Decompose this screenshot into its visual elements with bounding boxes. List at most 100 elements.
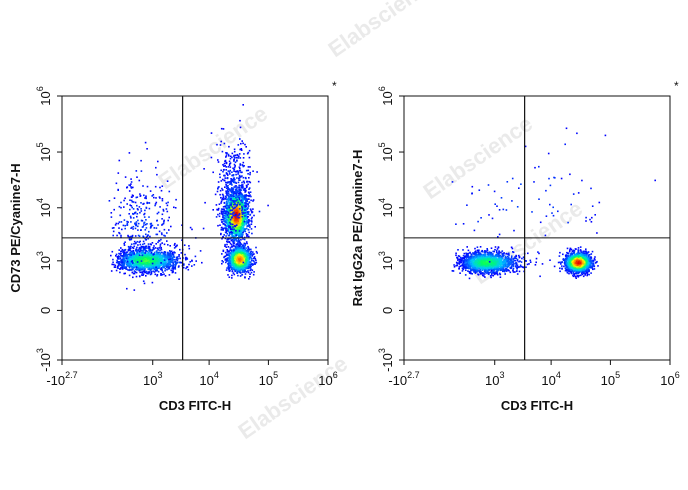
event-dot — [247, 205, 250, 207]
event-dot — [230, 258, 233, 261]
event-dot — [140, 251, 143, 254]
event-dot — [240, 229, 243, 231]
event-dot — [222, 170, 224, 173]
event-dot — [140, 261, 142, 263]
event-dot — [156, 233, 159, 236]
event-dot — [237, 250, 239, 253]
event-dot — [184, 257, 187, 260]
event-dot — [169, 257, 171, 260]
event-dot — [168, 261, 170, 264]
event-dot — [144, 259, 146, 261]
event-dot — [159, 249, 161, 252]
event-dot — [131, 269, 133, 271]
event-dot — [151, 266, 153, 269]
event-dot — [246, 203, 248, 206]
event-dot — [230, 244, 233, 246]
event-dot — [221, 221, 223, 223]
event-dot — [247, 245, 249, 248]
event-dot — [223, 218, 225, 220]
event-dot — [221, 150, 224, 153]
event-dot — [248, 264, 250, 266]
event-dot — [251, 253, 253, 255]
event-dot — [169, 251, 172, 253]
event-dot — [236, 216, 239, 218]
event-dot — [164, 258, 167, 260]
event-dot — [172, 264, 175, 267]
event-dot — [233, 203, 235, 206]
event-dot — [152, 265, 154, 268]
event-dot — [237, 181, 240, 184]
event-dot — [248, 177, 250, 179]
event-dot — [247, 260, 250, 263]
event-dot — [243, 249, 245, 252]
event-dot — [149, 254, 151, 256]
event-dot — [250, 248, 252, 251]
event-dot — [175, 258, 178, 261]
event-dot — [131, 256, 134, 258]
event-dot — [161, 198, 164, 200]
event-dot — [240, 199, 243, 202]
event-dot — [130, 186, 132, 188]
event-dot — [255, 246, 257, 249]
event-dot — [153, 256, 156, 259]
event-dot — [137, 262, 139, 264]
event-dot — [130, 217, 132, 219]
event-dot — [142, 259, 145, 262]
event-dot — [238, 271, 241, 274]
event-dot — [172, 253, 175, 256]
event-dot — [134, 227, 137, 230]
event-dot — [137, 222, 140, 225]
event-dot — [243, 209, 245, 212]
event-dot — [233, 273, 236, 276]
event-dot — [138, 254, 141, 256]
event-dot — [174, 251, 176, 254]
event-dot — [223, 255, 226, 258]
event-dot — [156, 269, 159, 272]
event-dot — [131, 235, 134, 238]
event-dot — [230, 223, 232, 225]
event-dot — [121, 265, 124, 267]
event-dot — [230, 214, 232, 216]
event-dot — [245, 260, 247, 262]
event-dot — [231, 233, 233, 235]
event-dot — [225, 210, 227, 213]
event-dot — [242, 142, 244, 145]
event-dot — [140, 260, 143, 262]
event-dot — [226, 238, 228, 241]
event-dot — [146, 255, 149, 258]
event-dot — [142, 263, 144, 266]
event-dot — [239, 138, 241, 140]
event-dot — [239, 216, 241, 218]
event-dot — [155, 255, 157, 257]
event-dot — [245, 205, 248, 207]
event-dot — [230, 204, 232, 207]
event-dot — [220, 219, 223, 221]
event-dot — [133, 243, 135, 245]
event-dot — [227, 200, 230, 202]
event-dot — [162, 261, 165, 263]
event-dot — [118, 159, 121, 162]
event-dot — [228, 266, 231, 269]
event-dot — [227, 192, 230, 195]
event-dot — [139, 240, 141, 243]
event-dot — [136, 246, 138, 249]
event-dot — [158, 259, 161, 261]
event-dot — [133, 256, 136, 259]
event-dot — [117, 222, 120, 225]
event-dot — [127, 262, 129, 264]
event-dot — [240, 223, 243, 225]
event-dot — [203, 168, 205, 170]
event-dot — [226, 260, 228, 262]
event-dot — [189, 261, 191, 263]
event-dot — [116, 265, 119, 268]
event-dot — [241, 226, 243, 229]
event-dot — [225, 246, 228, 248]
event-dot — [226, 228, 228, 230]
event-dot — [244, 206, 246, 208]
event-dot — [235, 264, 237, 266]
event-dot — [161, 199, 164, 202]
event-dot — [220, 140, 222, 143]
event-dot — [238, 231, 241, 234]
event-dot — [225, 216, 227, 219]
event-dot — [173, 256, 176, 258]
